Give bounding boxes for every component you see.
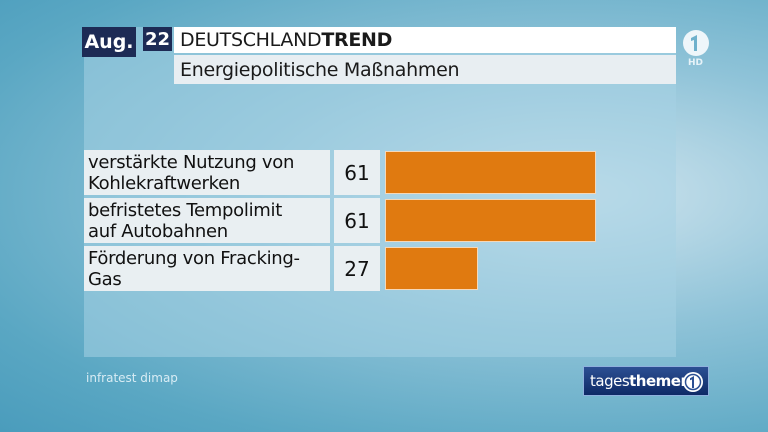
- category-label-line: Förderung von Fracking-: [88, 248, 300, 269]
- category-label: befristetes Tempolimit auf Autobahnen: [84, 198, 330, 243]
- source-label: infratest dimap: [86, 371, 178, 385]
- category-label-line: befristetes Tempolimit: [88, 200, 282, 221]
- category-label-line: auf Autobahnen: [88, 221, 228, 242]
- category-label-line: Gas: [88, 269, 122, 290]
- category-label-line: verstärkte Nutzung von: [88, 152, 295, 173]
- value-label: 61: [334, 150, 380, 195]
- page-title: DEUTSCHLAND TREND: [174, 27, 676, 53]
- bar: [385, 151, 596, 194]
- title-bold: TREND: [321, 29, 393, 51]
- logo-text-bold: themen: [629, 372, 691, 390]
- category-label: Förderung von Fracking- Gas: [84, 246, 330, 291]
- page-subtitle: Energiepolitische Maßnahmen: [174, 55, 676, 84]
- category-label-line: Kohlekraftwerken: [88, 173, 240, 194]
- hd-label: HD: [688, 58, 704, 68]
- title-regular: DEUTSCHLAND: [180, 29, 322, 51]
- month-badge: Aug.: [82, 27, 136, 57]
- day-badge: 22: [143, 27, 172, 51]
- ard-logo-icon: [683, 30, 709, 56]
- tagesthemen-logo: tages themen: [583, 366, 709, 396]
- category-label: verstärkte Nutzung von Kohlekraftwerken: [84, 150, 330, 195]
- ard-one-icon: [683, 372, 703, 392]
- logo-text-regular: tages: [590, 372, 630, 390]
- bar: [385, 199, 596, 242]
- value-label: 61: [334, 198, 380, 243]
- bar: [385, 247, 478, 290]
- value-label: 27: [334, 246, 380, 291]
